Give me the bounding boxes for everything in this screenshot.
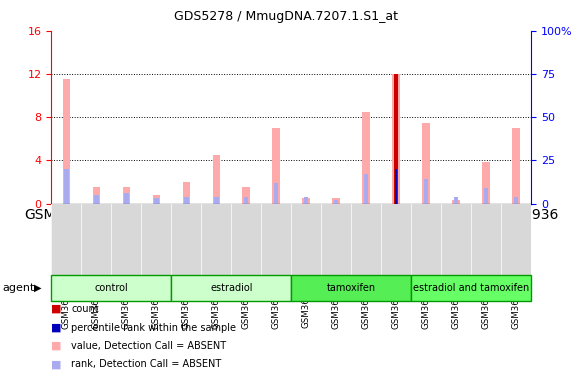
Bar (424, 179, 428, 204)
Bar (152, 195, 160, 204)
Bar (395, 74, 398, 204)
Text: agent: agent (3, 283, 35, 293)
Text: ▶: ▶ (34, 283, 41, 293)
Text: rank, Detection Call = ABSENT: rank, Detection Call = ABSENT (71, 359, 222, 369)
Bar (154, 199, 159, 204)
Text: estradiol: estradiol (210, 283, 252, 293)
Bar (212, 155, 220, 204)
Bar (332, 198, 340, 204)
Bar (244, 197, 248, 204)
Bar (514, 197, 518, 204)
Text: value, Detection Call = ABSENT: value, Detection Call = ABSENT (71, 341, 227, 351)
Bar (171, 275, 291, 301)
Bar (274, 183, 279, 204)
Bar (94, 195, 99, 204)
Bar (334, 200, 339, 204)
Bar (484, 188, 488, 204)
Text: ■: ■ (51, 323, 62, 333)
Bar (183, 182, 190, 204)
Bar (123, 187, 130, 204)
Bar (364, 174, 368, 204)
Text: ■: ■ (51, 304, 62, 314)
Bar (291, 275, 411, 301)
Text: tamoxifen: tamoxifen (327, 283, 376, 293)
Bar (214, 197, 219, 204)
Bar (272, 128, 280, 204)
Bar (184, 197, 188, 204)
Bar (411, 275, 531, 301)
Bar (363, 112, 370, 204)
Bar (395, 169, 397, 204)
Bar (243, 187, 250, 204)
Text: GDS5278 / MmugDNA.7207.1.S1_at: GDS5278 / MmugDNA.7207.1.S1_at (174, 10, 397, 23)
Text: count: count (71, 304, 99, 314)
Bar (454, 197, 459, 204)
Text: control: control (94, 283, 128, 293)
Bar (51, 275, 171, 301)
Bar (392, 74, 400, 204)
Text: ■: ■ (51, 341, 62, 351)
Text: percentile rank within the sample: percentile rank within the sample (71, 323, 236, 333)
Bar (63, 79, 70, 204)
Text: estradiol and tamoxifen: estradiol and tamoxifen (413, 283, 529, 293)
Bar (124, 193, 128, 204)
Bar (512, 128, 520, 204)
Bar (452, 200, 460, 204)
Bar (482, 162, 490, 204)
Bar (423, 122, 430, 204)
Text: ■: ■ (51, 359, 62, 369)
Bar (304, 197, 308, 204)
Bar (394, 169, 399, 204)
Bar (64, 169, 69, 204)
Bar (93, 187, 100, 204)
Bar (303, 198, 310, 204)
